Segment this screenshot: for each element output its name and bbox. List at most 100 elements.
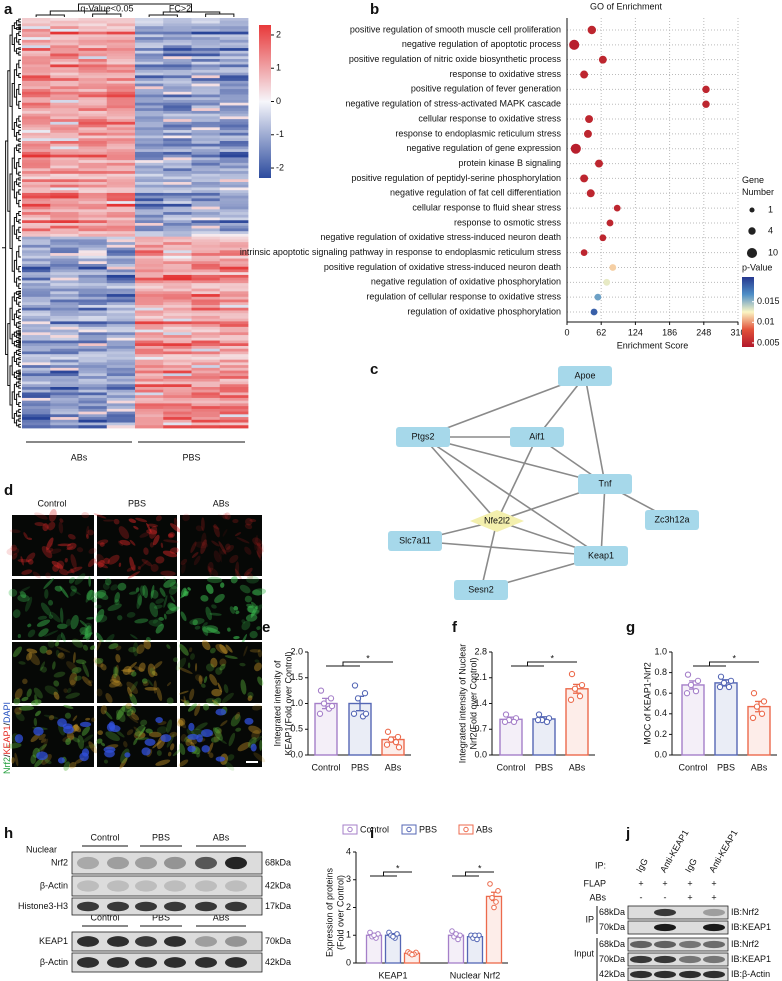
heatmap-cell xyxy=(106,110,136,115)
heatmap-cell xyxy=(191,376,221,380)
signal xyxy=(66,687,72,694)
signal xyxy=(178,717,186,726)
heatmap-cell xyxy=(163,384,192,388)
signal xyxy=(132,642,139,657)
heatmap-cell xyxy=(219,34,249,38)
node-label: Sesn2 xyxy=(468,584,494,594)
band xyxy=(654,970,676,979)
heatmap-cell xyxy=(22,299,51,303)
heatmap-cell xyxy=(219,39,249,43)
heatmap-cell xyxy=(22,422,51,426)
heatmap-cell xyxy=(78,42,108,46)
heatmap-cell xyxy=(50,141,79,145)
heatmap-cell xyxy=(219,56,249,60)
lane-label: IgG xyxy=(683,857,699,875)
heatmap-cell xyxy=(135,239,164,243)
heatmap-cell xyxy=(191,258,221,262)
node xyxy=(510,427,564,447)
heatmap-cell xyxy=(163,397,192,402)
heatmap-cell xyxy=(106,45,136,49)
signal xyxy=(215,643,229,654)
heatmap-cell xyxy=(22,108,51,112)
error-bar xyxy=(322,697,330,710)
heatmap-cell xyxy=(135,50,164,54)
heatmap-cell xyxy=(106,64,136,68)
signal xyxy=(190,653,195,660)
dot xyxy=(583,129,592,138)
kda-label: 68kDa xyxy=(599,939,625,949)
heatmap-cell xyxy=(78,61,108,65)
signal xyxy=(22,678,28,685)
signal xyxy=(142,681,149,687)
heatmap-cell xyxy=(191,283,221,287)
heatmap-cell xyxy=(50,26,79,30)
heatmap-cell xyxy=(191,332,221,336)
heatmap-cell xyxy=(219,283,249,287)
heatmap-cell xyxy=(219,102,249,106)
significance: * xyxy=(550,653,554,663)
heatmap-cell xyxy=(191,160,221,164)
signal xyxy=(103,557,110,565)
heatmap-cell xyxy=(191,326,221,330)
heatmap-cell xyxy=(135,419,164,423)
signal xyxy=(39,661,46,672)
signal xyxy=(35,710,42,717)
heatmap-cell xyxy=(106,130,136,134)
term-label: negative regulation of apoptotic process xyxy=(402,39,562,49)
heatmap-cell xyxy=(135,231,164,235)
signal xyxy=(95,608,105,623)
heatmap-cell xyxy=(135,269,164,273)
signal xyxy=(110,584,118,591)
heatmap-cell xyxy=(78,261,108,265)
heatmap-cell xyxy=(163,285,192,289)
band xyxy=(679,970,701,979)
heatmap-cell xyxy=(22,239,51,243)
signal xyxy=(219,738,227,745)
heatmap-cell xyxy=(163,160,192,164)
nucleus xyxy=(187,745,196,753)
heatmap-cell xyxy=(78,127,108,131)
heatmap-cell xyxy=(22,373,51,377)
heatmap-cell xyxy=(78,411,108,415)
signal xyxy=(119,757,128,769)
heatmap-cell xyxy=(22,272,51,276)
heatmap-cell xyxy=(106,389,136,393)
heatmap-cell xyxy=(191,370,221,374)
heatmap-cell xyxy=(191,425,221,429)
heatmap-cell xyxy=(135,69,164,74)
nucleus xyxy=(109,725,121,733)
signal xyxy=(97,560,105,568)
dot xyxy=(580,174,589,183)
heatmap-cell xyxy=(78,305,108,309)
data-point xyxy=(725,683,733,691)
nucleus xyxy=(141,747,151,756)
signal xyxy=(104,578,112,586)
heatmap-cell xyxy=(163,381,192,385)
heatmap-cell xyxy=(22,378,51,382)
heatmap-cell xyxy=(163,296,192,300)
heatmap-cell xyxy=(22,20,51,24)
heatmap-cell xyxy=(135,425,164,429)
signal xyxy=(217,682,223,693)
heatmap-cell xyxy=(78,348,108,352)
micrograph xyxy=(12,515,94,576)
heatmap-cell xyxy=(78,231,108,235)
heatmap-cell xyxy=(219,157,249,161)
heatmap-cell xyxy=(50,23,79,27)
signal xyxy=(115,645,122,651)
heatmap-cell xyxy=(78,332,108,336)
heatmap-cell xyxy=(106,53,136,57)
heatmap-cell xyxy=(78,255,108,259)
nucleus xyxy=(36,751,48,761)
signal xyxy=(40,738,49,754)
signal xyxy=(28,652,40,666)
data-point xyxy=(350,710,358,717)
heatmap-cell xyxy=(50,376,79,380)
heatmap-cell xyxy=(135,343,164,347)
nucleus xyxy=(196,734,203,743)
heatmap-cell xyxy=(135,266,164,270)
signal xyxy=(42,523,49,532)
heatmap-cell xyxy=(219,113,249,117)
heatmap-cell xyxy=(219,168,249,172)
heatmap-cell xyxy=(219,422,249,426)
